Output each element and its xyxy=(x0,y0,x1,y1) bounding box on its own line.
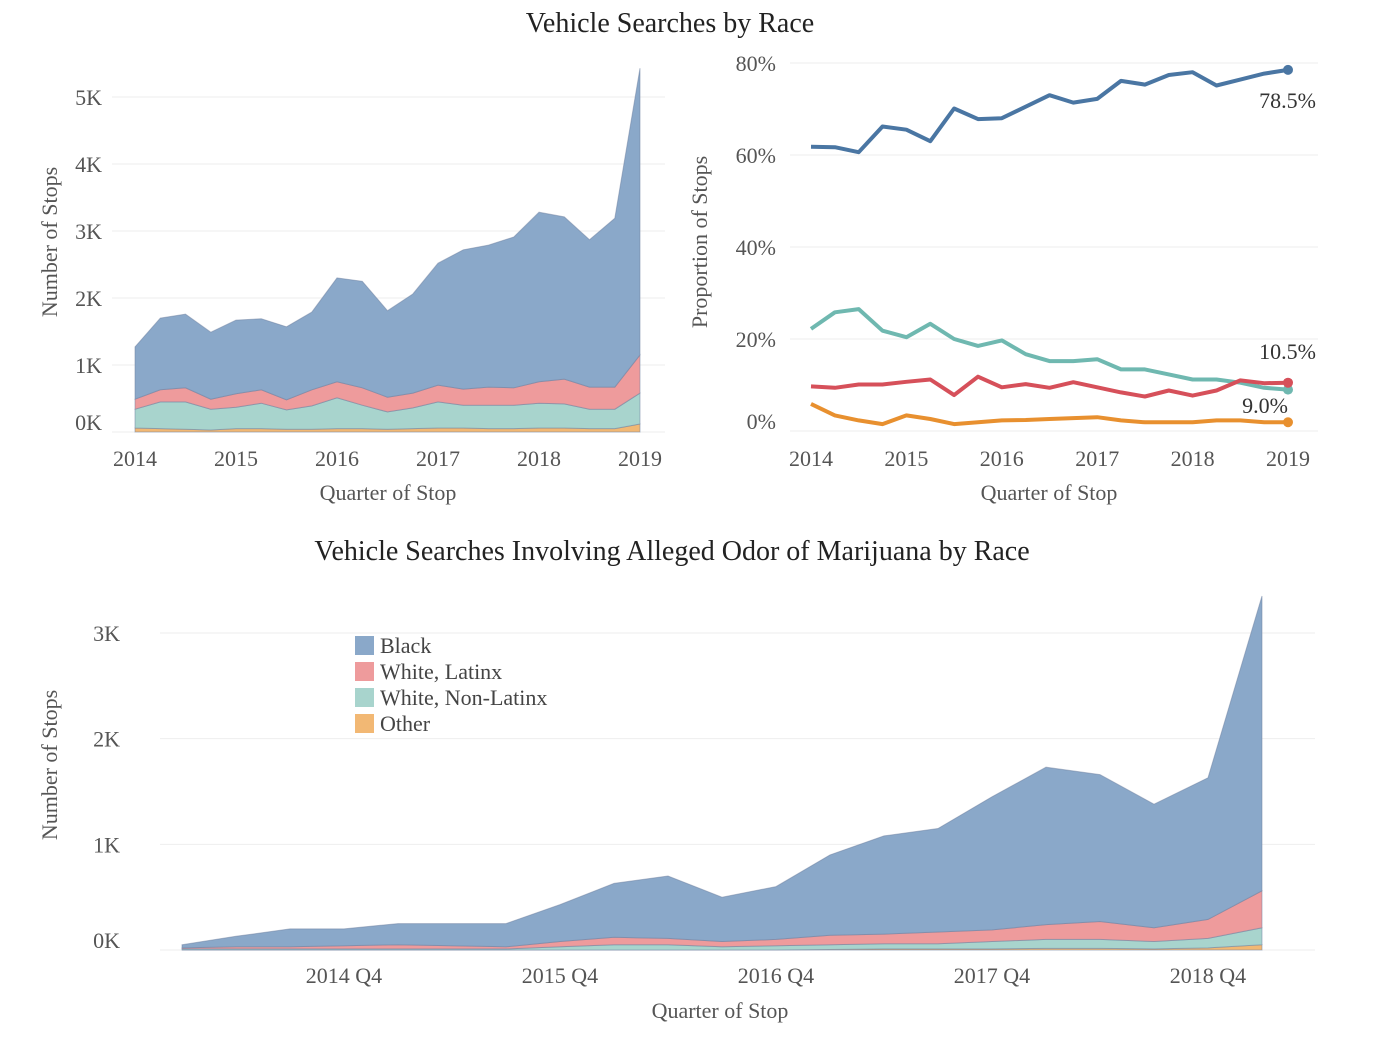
marijuana-area-black xyxy=(181,595,1263,949)
counts-x-tick-label: 2017 xyxy=(416,446,460,471)
marijuana-x-tick-label: 2016 Q4 xyxy=(738,963,814,988)
counts-x-tick-label: 2014 xyxy=(113,446,157,471)
bottom-title: Vehicle Searches Involving Alleged Odor … xyxy=(314,536,1029,567)
legend-swatch-other xyxy=(355,714,374,733)
proportions-x-tick-label: 2016 xyxy=(980,446,1024,471)
proportions-x-tick-label: 2018 xyxy=(1171,446,1215,471)
proportions-line-black xyxy=(810,67,1289,155)
counts-x-tick-label: 2016 xyxy=(315,446,359,471)
proportions-line-white-latinx xyxy=(810,374,1289,399)
counts-chart: 0K 1K 2K 3K 4K 5K 2014 2015 2016 2017 2018 2019 xyxy=(75,68,665,471)
marijuana-y-tick-label: 2K xyxy=(93,727,120,752)
proportions-point-other xyxy=(1283,417,1293,428)
proportions-line-other xyxy=(810,402,1288,427)
proportions-point-white-latinx xyxy=(1283,377,1293,388)
proportions-line-white-non-latinx xyxy=(809,307,1289,392)
proportions-x-tick-label: 2017 xyxy=(1075,446,1119,471)
proportions-point-white-non-latinx xyxy=(1283,384,1293,395)
marijuana-x-label: Quarter of Stop xyxy=(652,998,789,1023)
legend-label-black: Black xyxy=(380,633,431,658)
proportions-y-tick-label: 0% xyxy=(747,409,776,434)
marijuana-y-tick-label: 1K xyxy=(93,832,120,857)
legend-label-white-latinx: White, Latinx xyxy=(380,659,502,684)
legend-label-white-non-latinx: White, Non-Latinx xyxy=(380,685,547,710)
counts-area-black xyxy=(134,68,641,401)
annotation-latinx-final: 10.5% xyxy=(1259,339,1316,364)
annotation-non-latinx-final: 9.0% xyxy=(1242,393,1288,418)
proportions-x-tick-label: 2019 xyxy=(1266,446,1310,471)
proportions-x-tick-label: 2014 xyxy=(789,446,833,471)
counts-x-tick-label: 2018 xyxy=(517,446,561,471)
legend-swatch-white-latinx xyxy=(355,662,374,681)
proportions-x-tick-label: 2015 xyxy=(884,446,928,471)
marijuana-x-tick-label: 2017 Q4 xyxy=(954,963,1030,988)
proportions-y-tick-label: 60% xyxy=(736,143,776,168)
marijuana-x-tick-label: 2015 Q4 xyxy=(522,963,598,988)
marijuana-chart: 0K 1K 2K 3K 2014 Q4 2015 Q4 2016 Q4 2017 Q4 2018… xyxy=(93,595,1315,988)
proportions-chart: 0% 20% 40% 60% 80% 2014 2015 2016 2017 2018 2019 xyxy=(736,51,1318,471)
annotation-black-final: 78.5% xyxy=(1259,88,1316,113)
counts-x-tick-label: 2019 xyxy=(618,446,662,471)
proportions-x-label: Quarter of Stop xyxy=(981,480,1118,505)
marijuana-x-tick-label: 2018 Q4 xyxy=(1170,963,1246,988)
marijuana-y-tick-label: 0K xyxy=(93,928,120,953)
legend-label-other: Other xyxy=(380,711,431,736)
counts-y-tick-label: 1K xyxy=(75,353,102,378)
top-title: Vehicle Searches by Race xyxy=(526,8,814,39)
legend: Black White, Latinx White, Non-Latinx Ot… xyxy=(355,633,547,736)
proportions-y-tick-label: 80% xyxy=(736,51,776,76)
counts-y-tick-label: 0K xyxy=(75,410,102,435)
plots: 0K 1K 2K 3K 4K 5K 2014 2015 2016 2017 2018 2019 0% 20… xyxy=(75,51,1318,988)
legend-swatch-black xyxy=(355,636,374,655)
proportions-y-tick-label: 40% xyxy=(736,235,776,260)
counts-y-tick-label: 3K xyxy=(75,219,102,244)
counts-y-label: Number of Stops xyxy=(37,167,62,317)
legend-swatch-white-non-latinx xyxy=(355,688,374,707)
marijuana-y-label: Number of Stops xyxy=(37,690,62,840)
counts-x-label: Quarter of Stop xyxy=(320,480,457,505)
proportions-y-label: Proportion of Stops xyxy=(687,156,712,328)
proportions-y-tick-label: 20% xyxy=(736,327,776,352)
counts-x-tick-label: 2015 xyxy=(214,446,258,471)
marijuana-y-tick-label: 3K xyxy=(93,621,120,646)
counts-y-tick-label: 2K xyxy=(75,286,102,311)
proportions-point-black xyxy=(1283,64,1293,75)
counts-y-tick-label: 5K xyxy=(75,85,102,110)
marijuana-x-tick-label: 2014 Q4 xyxy=(306,963,382,988)
counts-y-tick-label: 4K xyxy=(75,152,102,177)
